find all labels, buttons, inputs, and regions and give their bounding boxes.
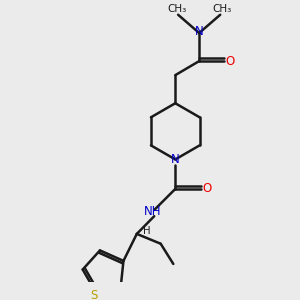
Text: O: O	[202, 182, 212, 195]
Text: O: O	[225, 55, 235, 68]
Text: N: N	[171, 153, 180, 166]
Text: S: S	[91, 289, 98, 300]
Text: NH: NH	[144, 205, 162, 218]
Text: N: N	[195, 25, 203, 38]
Text: CH₃: CH₃	[167, 4, 186, 14]
Text: CH₃: CH₃	[212, 4, 231, 14]
Text: H: H	[143, 226, 150, 236]
